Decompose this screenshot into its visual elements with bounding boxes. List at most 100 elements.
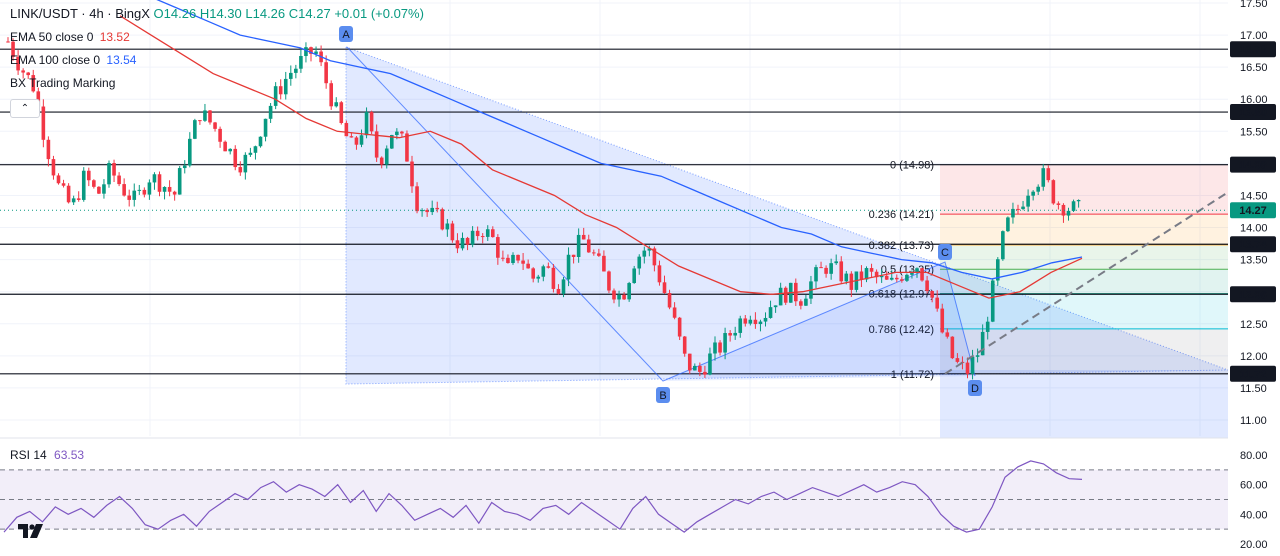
candle-body <box>283 78 288 95</box>
candle-body <box>273 86 278 106</box>
ema100-legend[interactable]: EMA 100 close 0 13.54 <box>10 53 136 67</box>
candle-body <box>460 237 465 249</box>
candle-body <box>824 267 828 274</box>
level-price-label: 12.96 <box>1239 289 1267 301</box>
candle-body <box>46 139 51 160</box>
candle-body <box>132 190 137 200</box>
candle-body <box>738 318 743 333</box>
candle-body <box>339 102 344 124</box>
bcd-zone <box>663 262 975 381</box>
candle-body <box>955 358 960 362</box>
candle-body <box>177 168 182 195</box>
candle-body <box>193 120 197 139</box>
level-price-label: 14.98 <box>1239 160 1267 172</box>
ema100-label: EMA 100 close 0 <box>10 53 101 67</box>
candle-body <box>243 154 248 173</box>
candle-body <box>708 353 712 375</box>
candle-body <box>309 47 313 54</box>
candle-body <box>485 229 490 237</box>
candle-body <box>1076 200 1081 202</box>
candle-body <box>198 120 202 122</box>
symbol-legend[interactable]: LINK/USDT · 4h · BingX O14.26 H14.30 L14… <box>10 7 424 21</box>
candle-body <box>167 186 172 192</box>
candle-body <box>263 118 268 137</box>
candle-body <box>475 230 480 237</box>
candle-body <box>334 102 339 107</box>
candle-body <box>950 336 955 359</box>
candle-body <box>26 72 30 76</box>
ema50-legend[interactable]: EMA 50 close 0 13.52 <box>10 30 130 44</box>
fib-band <box>940 164 1230 215</box>
candle-body <box>405 133 409 162</box>
candle-body <box>364 112 369 136</box>
candle-body <box>329 83 333 107</box>
level-price-tag <box>1230 156 1276 173</box>
candle-body <box>546 266 551 268</box>
fib-level-label: 0.786 (12.42) <box>869 324 934 336</box>
bx-legend[interactable]: BX Trading Marking <box>10 76 115 90</box>
rsi-pane <box>0 437 1280 533</box>
candle-body <box>622 294 626 300</box>
candle-body <box>783 287 788 303</box>
candle-body <box>102 184 106 194</box>
candle-body <box>11 41 15 57</box>
candle-body <box>612 290 616 300</box>
candle-body <box>379 157 384 165</box>
rsi-legend[interactable]: RSI 14 63.53 <box>10 448 84 462</box>
candle-body <box>895 277 899 280</box>
drawing-zones <box>345 46 1229 438</box>
candle-body <box>1016 208 1020 210</box>
candle-body <box>799 301 803 306</box>
fib-extension-zone <box>940 370 1228 438</box>
candle-body <box>581 234 586 240</box>
candle-body <box>733 332 737 336</box>
candle-body <box>804 298 808 306</box>
candle-body <box>6 41 10 43</box>
candle-body <box>551 267 556 289</box>
ema50-value: 13.52 <box>99 30 130 44</box>
candle-body <box>859 271 864 280</box>
candle-body <box>864 268 869 280</box>
candle-body <box>1046 168 1051 181</box>
candle-body <box>122 184 126 196</box>
price-tick: 13.50 <box>1240 255 1268 267</box>
abcd-line <box>346 46 976 382</box>
level-price-tag <box>1230 41 1276 58</box>
candle-body <box>970 356 975 374</box>
candle-body <box>278 86 283 95</box>
collapse-legend-button[interactable]: ⌃ <box>10 99 40 118</box>
candle-body <box>223 141 227 152</box>
candle-body <box>925 280 929 292</box>
candle-body <box>137 189 142 191</box>
fib-band <box>940 293 1230 329</box>
fib-level-label: 1 (11.72) <box>891 369 934 381</box>
point-label-c: C <box>941 247 949 259</box>
candle-body <box>374 131 379 158</box>
fib-band <box>940 214 1230 245</box>
price-tick: 16.00 <box>1240 94 1268 106</box>
candle-body <box>81 170 86 200</box>
candle-body <box>879 275 884 278</box>
ema50-label: EMA 50 close 0 <box>10 30 94 44</box>
candle-body <box>248 152 253 155</box>
candle-body <box>142 189 147 195</box>
candle-body <box>905 274 909 281</box>
candle-body <box>238 167 243 173</box>
price-tick: 12.00 <box>1240 351 1268 363</box>
fib-retracement: 0 (14.98)0.236 (14.21)0.382 (13.73)0.5 (… <box>869 160 1230 381</box>
candle-body <box>41 106 46 140</box>
candle-body <box>586 239 591 253</box>
change-value: +0.01 (+0.07%) <box>334 6 424 21</box>
point-badge-c <box>938 244 952 260</box>
candle-body <box>576 234 581 257</box>
candle-body <box>814 267 818 282</box>
candle-body <box>268 105 273 119</box>
candle-body <box>71 198 76 203</box>
candle-body <box>1066 210 1071 216</box>
candle-body <box>233 148 238 168</box>
candle-body <box>400 131 404 134</box>
tradingview-logo-icon[interactable] <box>16 520 46 542</box>
symbol-label[interactable]: LINK/USDT · 4h · BingX <box>10 6 150 21</box>
high-value: H14.30 <box>199 6 242 21</box>
